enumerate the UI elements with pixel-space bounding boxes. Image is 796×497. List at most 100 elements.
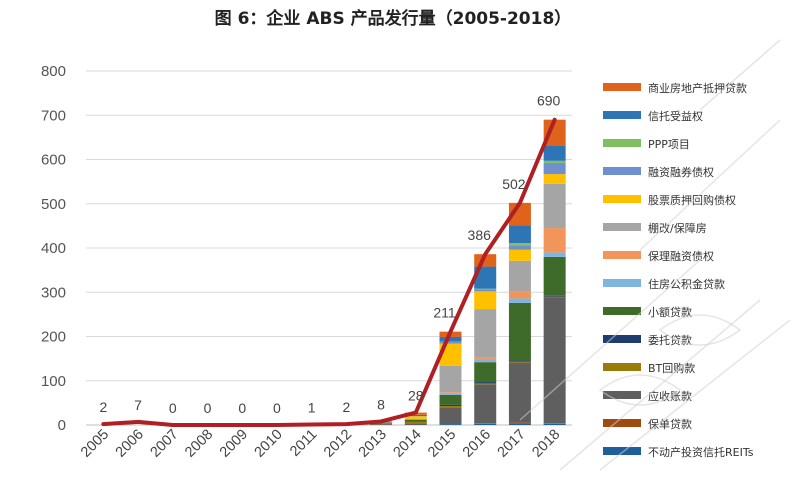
legend-swatch	[603, 167, 641, 175]
bar-segment	[474, 309, 497, 358]
bar-segment	[508, 302, 531, 361]
bar-segment	[439, 405, 462, 408]
legend-swatch	[603, 447, 641, 455]
bar-segment	[474, 383, 497, 385]
legend-swatch	[603, 391, 641, 399]
bar-segment	[543, 119, 566, 146]
bar-segment	[543, 183, 566, 229]
legend-swatch	[603, 251, 641, 259]
bar-segment	[439, 394, 462, 405]
bar-segment	[543, 295, 566, 297]
bar-segment	[474, 384, 497, 424]
data-label: 1	[308, 400, 316, 416]
legend-swatch	[603, 363, 641, 371]
legend-swatch	[603, 279, 641, 287]
legend-swatch	[603, 139, 641, 147]
legend-swatch	[603, 335, 641, 343]
y-tick-label: 500	[41, 196, 66, 213]
bar-segment	[439, 404, 462, 406]
legend-label: 保单贷款	[648, 417, 692, 431]
bar-segment	[508, 423, 531, 425]
data-label: 28	[408, 388, 424, 404]
bar-segment	[474, 291, 497, 310]
legend-label: 小额贷款	[648, 305, 692, 319]
bar-segment	[543, 163, 566, 175]
bar-segment	[439, 392, 462, 394]
bar-segment	[508, 225, 531, 244]
y-tick-label: 0	[58, 417, 66, 434]
bar-segment	[439, 365, 462, 393]
x-tick-label: 2017	[495, 427, 529, 461]
bar-segment	[508, 362, 531, 423]
bar-segment	[474, 357, 497, 360]
bar-segment	[404, 423, 427, 425]
chart-title: 图 6：企业 ABS 产品发行量（2005-2018）	[215, 8, 572, 29]
bar-segment	[508, 422, 531, 424]
data-label: 0	[169, 400, 177, 416]
grid-lines	[86, 70, 572, 426]
y-tick-label: 100	[41, 373, 66, 390]
legend-label: 融资融券债权	[648, 165, 714, 179]
bar-segment	[508, 298, 531, 303]
bar-segment	[508, 249, 531, 261]
bar-segment	[543, 297, 566, 424]
legend-label: BT回购款	[648, 361, 695, 375]
watermark	[519, 39, 791, 471]
bar-segment	[543, 228, 566, 253]
bar-segment	[370, 423, 393, 425]
legend-label: 信托受益权	[648, 109, 703, 123]
bar-segment	[508, 260, 531, 292]
data-label: 7	[134, 397, 142, 413]
x-tick-label: 2015	[425, 427, 459, 461]
bar-segment	[543, 160, 566, 164]
y-tick-label: 600	[41, 152, 66, 169]
y-tick-label: 800	[41, 63, 66, 80]
x-tick-label: 2008	[182, 427, 216, 461]
total-series-line	[101, 117, 557, 427]
y-tick-label: 300	[41, 284, 66, 301]
bar-segment	[404, 416, 427, 419]
data-label: 502	[502, 176, 526, 192]
legend-swatch	[603, 195, 641, 203]
x-tick-label: 2013	[356, 427, 390, 461]
bar-segment	[439, 407, 462, 425]
bar-segment	[439, 336, 462, 342]
total-line	[101, 117, 557, 427]
bar-segment	[508, 243, 531, 246]
bar-segment	[404, 419, 427, 422]
data-label: 386	[468, 227, 492, 243]
legend-label: 棚改/保障房	[648, 221, 707, 235]
bar-segment	[474, 382, 497, 384]
bar-segment	[543, 145, 566, 161]
legend-label: 股票质押回购债权	[648, 193, 736, 207]
bar-segment	[439, 424, 462, 425]
x-tick-label: 2010	[252, 427, 286, 461]
x-tick-label: 2007	[147, 427, 181, 461]
legend-swatch	[603, 419, 641, 427]
x-tick-label: 2011	[287, 427, 320, 460]
y-tick-label: 400	[41, 240, 66, 257]
bar-segment	[508, 245, 531, 250]
x-tick-label: 2009	[217, 427, 251, 461]
bar-segment	[543, 252, 566, 257]
legend-swatch	[603, 223, 641, 231]
x-tick-label: 2005	[78, 427, 112, 461]
data-label: 8	[377, 396, 385, 412]
x-tick-label: 2014	[390, 427, 424, 461]
data-label: 0	[204, 400, 212, 416]
legend-label: 保理融资债权	[648, 249, 714, 263]
stacked-bars	[370, 119, 566, 425]
x-tick-label: 2016	[460, 427, 494, 461]
bar-segment	[508, 291, 531, 299]
legend-label: 委托贷款	[648, 333, 692, 347]
bar-segment	[474, 362, 497, 383]
y-tick-label: 700	[41, 107, 66, 124]
legend-swatch	[603, 307, 641, 315]
bar-segment	[439, 341, 462, 344]
x-axis-ticks: 2005 2006 2007 2008 2009 2010 2011 2012 2013 2014…	[78, 427, 563, 461]
bar-segment	[404, 421, 427, 424]
data-label: 211	[433, 305, 456, 321]
